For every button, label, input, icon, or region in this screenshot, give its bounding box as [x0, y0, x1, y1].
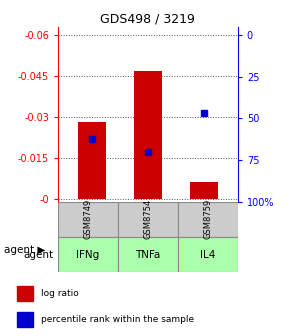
- Text: GSM8754: GSM8754: [143, 199, 153, 239]
- Bar: [17, 286, 33, 301]
- Title: GDS498 / 3219: GDS498 / 3219: [100, 13, 195, 26]
- Bar: [134, 71, 162, 199]
- FancyBboxPatch shape: [58, 237, 118, 272]
- Text: GSM8759: GSM8759: [203, 199, 212, 239]
- Text: agent: agent: [23, 250, 53, 259]
- Text: agent ▶: agent ▶: [3, 245, 45, 255]
- Text: TNFa: TNFa: [135, 250, 161, 259]
- Text: log ratio: log ratio: [41, 289, 79, 298]
- Bar: [17, 312, 33, 327]
- FancyBboxPatch shape: [118, 202, 178, 237]
- Text: GSM8749: GSM8749: [84, 199, 93, 239]
- FancyBboxPatch shape: [178, 202, 238, 237]
- Text: IFNg: IFNg: [76, 250, 99, 259]
- FancyBboxPatch shape: [118, 237, 178, 272]
- FancyBboxPatch shape: [178, 237, 238, 272]
- Bar: [190, 182, 218, 199]
- Bar: [78, 122, 106, 199]
- Text: percentile rank within the sample: percentile rank within the sample: [41, 315, 194, 324]
- Text: IL4: IL4: [200, 250, 215, 259]
- FancyBboxPatch shape: [58, 202, 118, 237]
